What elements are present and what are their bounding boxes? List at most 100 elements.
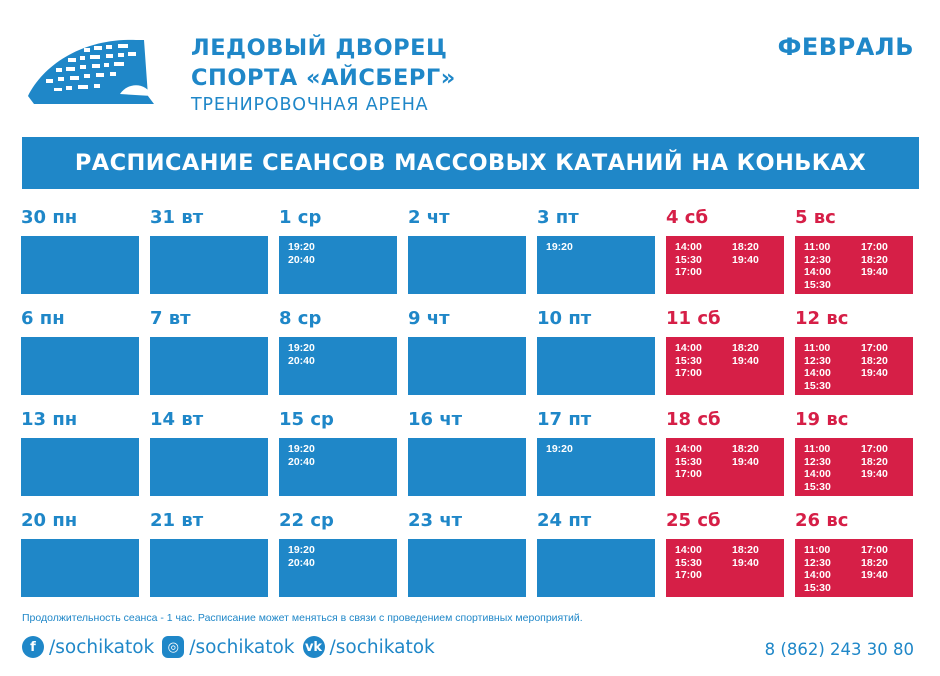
day-cell: 19 вс 11:00 17:00 12:30 18:20 14:00 19:40 15:30 [795,408,913,496]
day-cell: 16 чт [408,408,526,496]
session-time: 18:20 [732,443,759,455]
session-time: 18:20 [732,241,759,253]
day-cell: 1 ср 19:20 20:40 [279,206,397,294]
session-box: 11:00 17:00 12:30 18:20 14:00 19:40 15:30 [795,337,913,395]
session-box: 19:20 20:40 [279,438,397,496]
day-cell: 5 вс 11:00 17:00 12:30 18:20 14:00 19:40 15:30 [795,206,913,294]
session-box [537,337,655,395]
phone-number[interactable]: 8 (862) 243 30 80 [764,640,914,659]
session-time: 11:00 [804,342,831,354]
session-time: 19:40 [732,253,759,266]
session-time: 15:30 [804,480,831,493]
session-times: 19:20 20:40 [288,544,348,569]
session-box: 19:20 [537,236,655,294]
day-label: 14 вт [150,409,204,430]
day-label: 7 вт [150,308,191,329]
facebook-icon: f [22,636,44,658]
day-label: 13 пн [21,409,78,430]
day-label: 26 вс [795,510,849,531]
session-time: 11:00 [804,544,831,556]
day-label: 30 пн [21,207,78,228]
session-time: 20:40 [288,455,315,468]
day-cell: 6 пн [21,307,139,395]
session-note: Продолжительность сеанса - 1 час. Распис… [22,612,583,624]
session-time: 17:00 [675,367,702,379]
session-time: 12:30 [804,455,831,468]
session-time: 19:20 [288,443,315,455]
session-time: 15:30 [804,278,831,291]
session-box [150,236,268,294]
day-label: 15 ср [279,409,334,430]
social-handle: /sochikatok [329,636,435,658]
social-handle: /sochikatok [49,636,155,658]
session-times: 19:20 20:40 [288,443,348,468]
session-time: 18:20 [861,556,888,569]
instagram-icon: ◎ [162,636,185,658]
session-box: 19:20 [537,438,655,496]
session-time: 19:40 [732,455,759,468]
day-label: 3 пт [537,207,579,228]
session-box [21,236,139,294]
day-label: 6 пн [21,308,65,329]
session-time: 20:40 [288,556,315,569]
session-time: 11:00 [804,241,831,253]
session-times: 14:00 18:20 15:30 19:40 17:00 [675,544,782,582]
session-time: 17:00 [861,241,888,253]
session-box [150,337,268,395]
day-cell: 7 вт [150,307,268,395]
session-time: 15:30 [804,379,831,392]
session-box [408,337,526,395]
day-label: 17 пт [537,409,592,430]
social-link[interactable]: vk/sochikatok [302,636,435,658]
session-box: 11:00 17:00 12:30 18:20 14:00 19:40 15:30 [795,438,913,496]
session-box: 11:00 17:00 12:30 18:20 14:00 19:40 15:30 [795,539,913,597]
session-times: 19:20 [546,443,606,456]
session-time: 14:00 [804,569,831,581]
session-times: 11:00 17:00 12:30 18:20 14:00 19:40 15:30 [804,544,911,594]
day-cell: 26 вс 11:00 17:00 12:30 18:20 14:00 19:40 15:30 [795,509,913,597]
month-title: ФЕВРАЛЬ [777,33,914,61]
day-label: 19 вс [795,409,849,430]
social-links: f/sochikatok ◎/sochikatok vk/sochikatok [22,636,443,658]
session-box [537,539,655,597]
day-cell: 12 вс 11:00 17:00 12:30 18:20 14:00 19:40 15:30 [795,307,913,395]
social-link[interactable]: f/sochikatok [22,636,154,658]
vk-icon: vk [302,636,325,658]
day-cell: 4 сб 14:00 18:20 15:30 19:40 17:00 [666,206,784,294]
session-time: 15:30 [675,455,702,468]
session-time: 12:30 [804,253,831,266]
session-times: 19:20 20:40 [288,241,348,266]
session-time: 19:20 [288,544,315,556]
session-box: 14:00 18:20 15:30 19:40 17:00 [666,539,784,597]
day-cell: 8 ср 19:20 20:40 [279,307,397,395]
day-label: 25 сб [666,510,721,531]
session-box [408,236,526,294]
session-box: 19:20 20:40 [279,337,397,395]
session-time: 17:00 [675,266,702,278]
day-cell: 31 вт [150,206,268,294]
day-label: 21 вт [150,510,204,531]
day-label: 4 сб [666,207,709,228]
day-cell: 20 пн [21,509,139,597]
session-time: 18:20 [861,455,888,468]
social-link[interactable]: ◎/sochikatok [162,636,295,658]
session-time: 19:40 [732,556,759,569]
session-box: 11:00 17:00 12:30 18:20 14:00 19:40 15:30 [795,236,913,294]
session-time: 18:20 [732,544,759,556]
session-time: 17:00 [861,443,888,455]
session-time: 19:20 [288,241,315,253]
arena-logo-icon [28,39,154,104]
session-time: 18:20 [861,354,888,367]
session-box: 14:00 18:20 15:30 19:40 17:00 [666,438,784,496]
session-box: 19:20 20:40 [279,539,397,597]
session-time: 14:00 [675,443,702,455]
day-cell: 15 ср 19:20 20:40 [279,408,397,496]
session-time: 14:00 [804,266,831,278]
session-time: 12:30 [804,556,831,569]
session-box: 19:20 20:40 [279,236,397,294]
session-time: 19:40 [861,266,888,278]
session-time: 18:20 [861,253,888,266]
day-cell: 11 сб 14:00 18:20 15:30 19:40 17:00 [666,307,784,395]
venue-subtitle: ТРЕНИРОВОЧНАЯ АРЕНА [191,95,429,115]
session-box [150,438,268,496]
